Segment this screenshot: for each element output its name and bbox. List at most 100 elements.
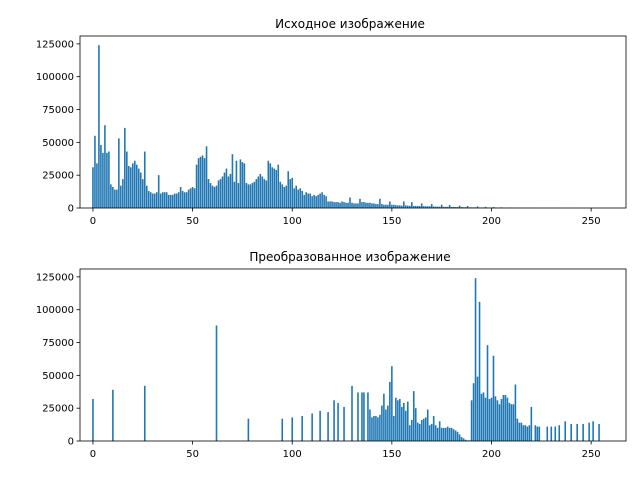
histogram-bar	[161, 192, 164, 208]
histogram-bar	[381, 405, 383, 441]
histogram-bar	[422, 206, 425, 208]
histogram-bar	[112, 186, 114, 208]
histogram-bar	[245, 183, 248, 208]
histogram-bar	[229, 173, 232, 208]
histogram-bar	[173, 193, 176, 208]
histogram-bar	[297, 189, 299, 208]
histogram-bar	[393, 204, 395, 208]
histogram-bar	[92, 398, 94, 441]
histogram-bar	[412, 205, 415, 208]
histogram-bar	[450, 427, 453, 441]
histogram-bar	[432, 206, 435, 208]
histogram-bar	[510, 404, 513, 441]
histogram-bar	[367, 392, 369, 441]
histogram-bar	[432, 416, 435, 441]
y-tick-label: 50000	[42, 138, 74, 149]
histogram-bar	[405, 205, 407, 208]
histogram-bar	[108, 151, 110, 208]
x-tick-label: 100	[283, 216, 302, 227]
y-tick-label: 50000	[42, 371, 74, 382]
histogram-bar	[145, 185, 148, 208]
histogram-bar	[452, 429, 455, 441]
histogram-bar	[436, 427, 439, 441]
histogram-bar	[281, 418, 284, 441]
histogram-bar	[207, 179, 210, 208]
bottom-chart-bars	[92, 278, 600, 441]
histogram-bar	[387, 204, 389, 208]
histogram-bar	[450, 206, 453, 208]
histogram-bar	[418, 423, 421, 441]
histogram-bar	[227, 176, 230, 208]
histogram-bar	[369, 409, 371, 441]
histogram-bar	[319, 193, 321, 208]
y-tick-label: 125000	[36, 272, 74, 283]
histogram-bar	[241, 162, 244, 208]
histogram-bar	[452, 206, 455, 208]
histogram-bar	[114, 189, 116, 208]
histogram-bar	[149, 192, 152, 208]
histogram-bar	[588, 422, 590, 441]
histogram-bar	[363, 392, 365, 441]
x-tick-label: 150	[382, 216, 401, 227]
histogram-bar	[96, 163, 98, 208]
histogram-bar	[281, 184, 284, 208]
histogram-bar	[191, 186, 194, 208]
histogram-bar	[514, 384, 517, 441]
histogram-bar	[492, 355, 495, 441]
histogram-bar	[490, 397, 493, 441]
histogram-bar	[395, 397, 397, 441]
histogram-bar	[375, 416, 377, 441]
histogram-bar	[205, 146, 208, 208]
histogram-bar	[436, 206, 439, 208]
histogram-bar	[458, 205, 461, 208]
x-tick-label: 50	[186, 216, 199, 227]
histogram-bar	[311, 413, 313, 441]
histogram-bar	[498, 404, 501, 441]
histogram-bar	[134, 160, 136, 208]
histogram-bar	[126, 151, 128, 208]
histogram-bar	[102, 152, 104, 208]
histogram-bar	[283, 186, 286, 208]
bottom-chart-title: Преобразованное изображение	[249, 250, 450, 264]
histogram-bar	[424, 206, 427, 208]
histogram-bar	[157, 175, 160, 208]
histogram-bar	[385, 409, 387, 441]
histogram-bar	[175, 193, 178, 208]
histogram-bar	[291, 177, 294, 208]
x-tick-label: 0	[90, 449, 96, 460]
histogram-bar	[201, 155, 204, 208]
histogram-bar	[558, 425, 561, 441]
histogram-bar	[420, 419, 423, 441]
histogram-bar	[189, 188, 192, 208]
histogram-bar	[259, 173, 262, 208]
histogram-bar	[327, 201, 329, 208]
histogram-bar	[401, 205, 403, 208]
histogram-bar	[317, 194, 319, 208]
histogram-bar	[100, 144, 102, 208]
y-tick-label: 75000	[42, 338, 74, 349]
histogram-bar	[237, 183, 240, 208]
histogram-bar	[387, 405, 389, 441]
histogram-bar	[570, 423, 572, 441]
histogram-bar	[261, 176, 264, 208]
histogram-bar	[444, 427, 447, 441]
y-tick-label: 75000	[42, 105, 74, 116]
histogram-bar	[582, 423, 584, 441]
histogram-bar	[448, 427, 451, 441]
histogram-bar	[335, 202, 337, 208]
histogram-bar	[538, 426, 541, 441]
histogram-bar	[472, 383, 475, 441]
histogram-bar	[339, 202, 341, 208]
histogram-bar	[446, 206, 449, 208]
histogram-bar	[247, 418, 250, 441]
histogram-bar	[462, 438, 465, 441]
histogram-bar	[470, 400, 473, 441]
histogram-bar	[143, 151, 146, 208]
histogram-bar	[524, 425, 527, 441]
histogram-bar	[444, 206, 447, 208]
histogram-bar	[193, 188, 196, 208]
histogram-bar	[349, 197, 351, 208]
histogram-bar	[476, 206, 479, 208]
histogram-bar	[526, 426, 529, 441]
